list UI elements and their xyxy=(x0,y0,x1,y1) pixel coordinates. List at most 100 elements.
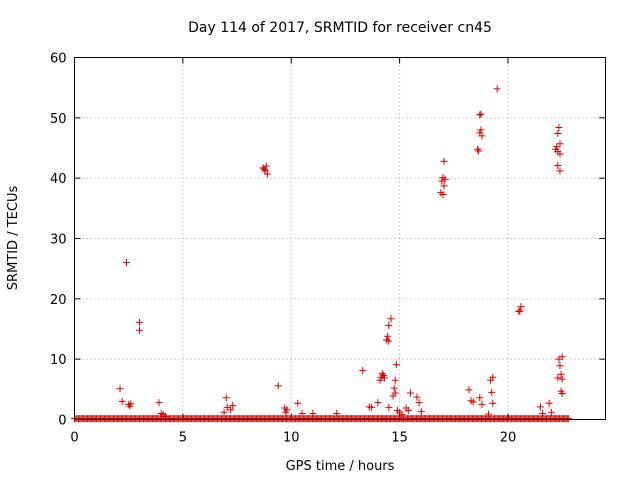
data-point xyxy=(390,384,398,392)
data-point xyxy=(384,332,392,340)
data-point xyxy=(391,389,399,397)
data-point xyxy=(376,376,384,384)
data-point xyxy=(385,321,393,329)
grid xyxy=(74,57,606,420)
data-point xyxy=(118,397,126,405)
y-tick-label: 30 xyxy=(50,233,67,248)
data-point xyxy=(474,145,482,153)
x-tick-label: 0 xyxy=(70,431,78,446)
data-points xyxy=(71,85,573,423)
data-point xyxy=(553,143,561,151)
data-point xyxy=(488,388,496,396)
data-point xyxy=(406,389,414,397)
data-point xyxy=(536,403,544,411)
data-point xyxy=(440,182,448,190)
data-point xyxy=(539,409,547,417)
data-point xyxy=(385,337,393,345)
data-point xyxy=(415,399,423,407)
data-point xyxy=(391,376,399,384)
y-tick-label: 40 xyxy=(50,172,67,187)
data-point xyxy=(260,165,268,173)
data-point xyxy=(379,371,387,379)
y-tick-label: 0 xyxy=(58,414,66,429)
data-point xyxy=(367,403,375,411)
data-point xyxy=(558,390,566,398)
data-point xyxy=(222,394,230,402)
data-point xyxy=(440,157,448,165)
data-point xyxy=(555,123,563,131)
data-point xyxy=(557,370,565,378)
data-point xyxy=(136,318,144,326)
data-point xyxy=(333,409,341,417)
data-point xyxy=(493,85,501,93)
y-tick-label: 50 xyxy=(50,112,67,127)
data-point xyxy=(484,410,492,418)
y-tick-label: 60 xyxy=(50,52,67,67)
data-point xyxy=(123,259,131,267)
data-point xyxy=(558,375,566,383)
data-point xyxy=(489,399,497,407)
data-point xyxy=(155,399,163,407)
data-point xyxy=(477,126,485,134)
data-point xyxy=(392,361,400,369)
data-point xyxy=(558,353,566,361)
data-point xyxy=(515,308,523,316)
data-point xyxy=(116,385,124,393)
baseline-point xyxy=(565,415,573,423)
data-point xyxy=(478,132,486,140)
data-point xyxy=(476,111,484,119)
data-point xyxy=(261,166,269,174)
data-point xyxy=(294,399,302,407)
data-point xyxy=(517,303,525,311)
data-point xyxy=(547,408,555,416)
data-point xyxy=(359,367,367,375)
data-point xyxy=(441,175,449,183)
x-tick-label: 10 xyxy=(283,431,300,446)
data-point xyxy=(309,409,317,417)
data-point xyxy=(475,147,483,155)
data-point xyxy=(554,161,562,169)
data-point xyxy=(465,386,473,394)
data-point xyxy=(298,409,306,417)
data-point xyxy=(374,399,382,407)
data-point xyxy=(274,382,282,390)
data-point xyxy=(556,150,564,158)
y-tick-label: 10 xyxy=(50,353,67,368)
data-point xyxy=(554,130,562,138)
data-point xyxy=(478,400,486,408)
data-point xyxy=(477,110,485,118)
data-point xyxy=(282,408,290,416)
data-point xyxy=(387,315,395,323)
data-point xyxy=(227,406,235,414)
y-tick-label: 20 xyxy=(50,293,67,308)
data-point xyxy=(136,326,144,334)
data-point xyxy=(556,140,564,148)
data-point xyxy=(439,190,447,198)
data-point xyxy=(476,394,484,402)
data-point xyxy=(489,373,497,381)
data-point xyxy=(556,362,564,370)
data-point xyxy=(229,402,237,410)
chart-title: Day 114 of 2017, SRMTID for receiver cn4… xyxy=(188,20,492,36)
data-point xyxy=(263,170,271,178)
data-point xyxy=(438,177,446,185)
data-point xyxy=(556,167,564,175)
data-point xyxy=(378,370,386,378)
y-axis-label: SRMTID / TECUs xyxy=(6,186,21,291)
data-point xyxy=(413,393,421,401)
x-axis-label: GPS time / hours xyxy=(286,459,395,474)
x-tick-label: 20 xyxy=(500,431,517,446)
data-point xyxy=(404,406,412,414)
data-point xyxy=(127,400,135,408)
data-point xyxy=(417,408,425,416)
x-tick-label: 15 xyxy=(391,431,408,446)
plot-frame xyxy=(74,57,606,420)
data-point xyxy=(469,398,477,406)
data-point xyxy=(554,374,562,382)
data-point xyxy=(545,399,553,407)
data-point xyxy=(398,411,406,419)
data-point xyxy=(516,307,524,315)
data-point xyxy=(385,403,393,411)
data-point xyxy=(162,412,170,420)
